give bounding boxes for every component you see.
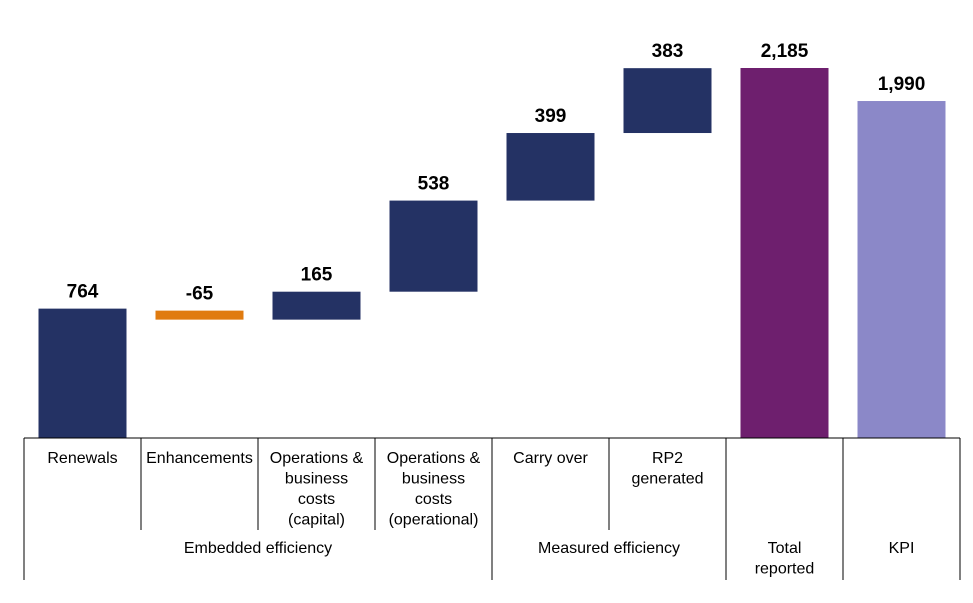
- bar-8: [857, 101, 946, 438]
- category-label-3: costs: [298, 491, 335, 508]
- data-label-2: -65: [186, 284, 214, 305]
- group-label-3: reported: [755, 561, 815, 578]
- category-label-3: (capital): [288, 512, 345, 529]
- category-label-3: Operations &: [270, 450, 364, 467]
- category-label-4: business: [402, 471, 465, 488]
- data-label-3: 165: [301, 265, 333, 286]
- data-label-1: 764: [67, 282, 99, 303]
- bar-3: [272, 291, 361, 320]
- category-label-6: RP2: [652, 450, 683, 467]
- category-label-4: Operations &: [387, 450, 481, 467]
- category-label-1: Renewals: [47, 450, 117, 467]
- bar-6: [623, 68, 712, 134]
- category-label-5: Carry over: [513, 450, 588, 467]
- category-label-3: business: [285, 471, 348, 488]
- bar-5: [506, 133, 595, 201]
- category-label-4: (operational): [389, 512, 479, 529]
- group-label-2: Measured efficiency: [538, 540, 680, 557]
- category-label-4: costs: [415, 491, 452, 508]
- group-label-4: KPI: [889, 540, 915, 557]
- bar-2: [155, 310, 244, 320]
- bar-4: [389, 200, 478, 292]
- data-label-8: 1,990: [878, 74, 926, 95]
- category-label-6: generated: [631, 471, 703, 488]
- category-label-2: Enhancements: [146, 450, 253, 467]
- data-label-4: 538: [418, 174, 450, 195]
- data-label-6: 383: [652, 41, 684, 62]
- bar-1: [38, 308, 127, 438]
- group-label-1: Embedded efficiency: [184, 540, 332, 557]
- data-label-7: 2,185: [761, 41, 809, 62]
- data-label-5: 399: [535, 106, 567, 127]
- group-label-3: Total: [768, 540, 802, 557]
- bar-7: [740, 68, 829, 438]
